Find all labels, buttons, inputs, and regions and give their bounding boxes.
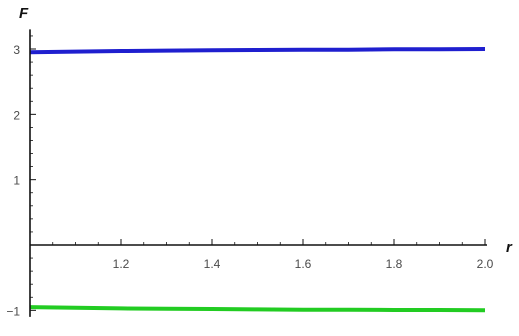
y-tick-label: 3 [13,43,20,57]
x-tick-label: 1.2 [113,257,130,271]
series-line-1 [29,47,486,55]
y-axis-label: F [19,5,29,22]
series-line-2 [29,305,486,313]
x-tick-label: 2.0 [477,257,494,271]
x-tick-label: 1.8 [386,257,403,271]
y-tick-label: 2 [13,108,20,122]
x-tick-label: 1.4 [204,257,221,271]
x-tick-label: 1.6 [295,257,312,271]
y-tick-label: −1 [6,304,20,318]
y-tick-label: 1 [13,174,20,188]
x-axis-label: r [506,239,513,256]
